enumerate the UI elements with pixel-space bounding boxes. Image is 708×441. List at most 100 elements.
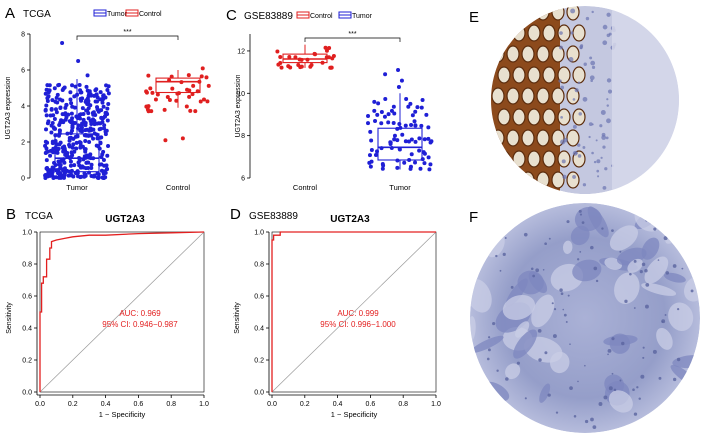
data-point — [62, 160, 67, 165]
tissue-region — [539, 383, 551, 403]
nucleus — [516, 361, 520, 365]
nucleus — [661, 320, 664, 323]
data-point — [381, 163, 386, 168]
nucleus — [602, 185, 607, 190]
data-point — [144, 89, 149, 94]
nucleus — [487, 348, 491, 352]
data-point — [55, 92, 60, 97]
data-point — [46, 90, 51, 95]
y-tick-label: 4 — [21, 104, 25, 111]
data-point — [74, 140, 79, 145]
data-point — [428, 162, 433, 167]
nucleus — [579, 251, 582, 253]
panel-b-title: UGT2A3 — [105, 214, 145, 225]
data-point — [83, 173, 88, 178]
nucleus — [584, 364, 586, 367]
crypt — [572, 108, 586, 126]
data-point — [403, 123, 408, 128]
data-point — [45, 166, 50, 171]
data-point — [105, 167, 110, 172]
nucleus — [663, 236, 668, 241]
roc-curve — [271, 231, 436, 392]
crypt — [557, 150, 571, 168]
y-tick-label: 0.8 — [254, 262, 264, 269]
data-point — [327, 45, 332, 50]
box — [54, 133, 100, 173]
data-point — [50, 165, 55, 170]
crypt — [551, 87, 565, 105]
box — [377, 127, 423, 161]
data-point — [419, 105, 424, 110]
nucleus — [695, 413, 699, 417]
data-point — [43, 143, 48, 148]
x-axis-label: 1 − Specificity — [331, 410, 378, 419]
nucleus — [629, 272, 632, 276]
tissue-region — [609, 225, 639, 251]
data-point — [146, 109, 151, 114]
data-point — [49, 130, 54, 135]
crypt — [491, 45, 505, 63]
nucleus — [563, 313, 567, 317]
data-point — [187, 94, 192, 99]
y-tick-label: 12 — [237, 48, 245, 55]
box-plot-a: 0 2 4 6 8 Tumor Control *** — [21, 29, 211, 192]
panel-d-dataset: GSE83889 — [249, 211, 298, 222]
nucleus — [570, 8, 576, 14]
data-point — [53, 99, 58, 104]
data-point — [206, 83, 211, 88]
data-point — [406, 139, 411, 144]
data-point — [106, 102, 111, 107]
nucleus — [548, 237, 551, 240]
nucleus — [593, 160, 597, 164]
data-point — [298, 65, 303, 70]
tissue-region — [608, 390, 633, 413]
nucleus — [510, 285, 514, 289]
data-point — [57, 122, 62, 127]
nucleus — [606, 118, 611, 124]
crypt — [512, 150, 526, 168]
nucleus — [652, 349, 657, 354]
data-point — [278, 55, 283, 60]
data-point — [379, 109, 384, 114]
data-point — [199, 74, 204, 79]
x-tick-label: 1.0 — [431, 401, 441, 408]
nucleus — [633, 307, 636, 309]
data-point — [102, 126, 107, 131]
nucleus — [577, 380, 579, 383]
data-point — [146, 73, 151, 78]
tissue-region — [668, 302, 694, 332]
data-point — [62, 173, 67, 178]
x-tick-label: 0.6 — [134, 401, 144, 408]
nucleus — [588, 122, 593, 127]
data-point — [200, 66, 205, 71]
data-point — [331, 54, 336, 59]
crypt — [491, 171, 505, 189]
data-point — [78, 175, 83, 180]
data-point — [413, 139, 418, 144]
data-point — [54, 175, 59, 180]
data-point — [53, 126, 58, 131]
nucleus — [611, 372, 614, 375]
y-tick-label: 0.4 — [22, 326, 32, 333]
data-point — [99, 162, 104, 167]
nucleus — [589, 75, 595, 81]
data-point — [60, 167, 65, 172]
data-point — [329, 65, 334, 70]
panel-a: A TCGA Tumor Control UGT2A3 expression 0… — [5, 5, 211, 192]
data-point — [52, 86, 57, 91]
tissue-region — [470, 316, 476, 342]
nucleus — [559, 31, 563, 35]
y-tick-label: 0.0 — [254, 390, 264, 397]
panel-letter-c: C — [226, 7, 237, 24]
nucleus — [606, 78, 612, 83]
data-point — [84, 84, 89, 89]
data-point — [62, 85, 67, 90]
data-point — [413, 160, 418, 165]
nucleus — [582, 183, 587, 187]
data-point — [84, 127, 89, 132]
nucleus — [559, 288, 563, 292]
crypt — [491, 6, 505, 21]
data-point — [96, 172, 101, 177]
nucleus — [664, 314, 667, 316]
